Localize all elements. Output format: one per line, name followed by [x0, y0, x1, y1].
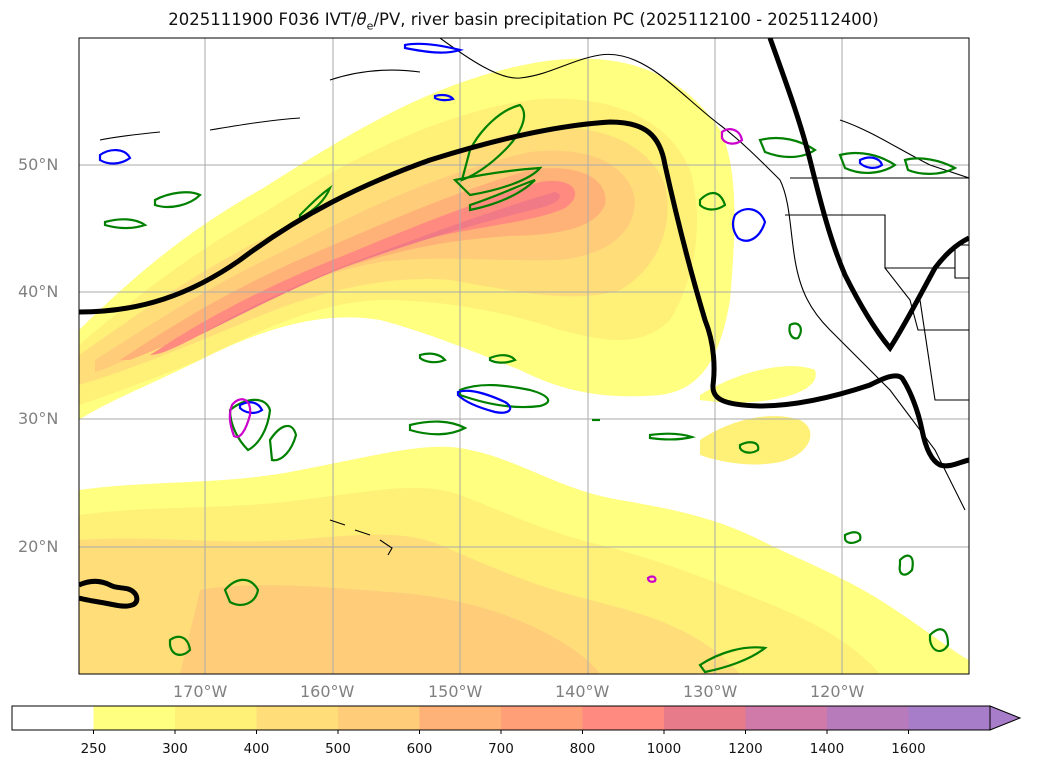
lon-label-140w: 140°W: [555, 682, 610, 701]
lon-label-150w: 150°W: [428, 682, 483, 701]
colorbar-swatch: [664, 706, 746, 730]
colorbar-extend-arrow: [989, 705, 1022, 731]
lat-label-30n: 30°N: [18, 409, 59, 428]
magenta-contours: [228, 128, 744, 583]
theta-e-contours: [103, 103, 958, 674]
colorbar-swatch: [256, 706, 339, 730]
blue-contours: [98, 42, 884, 414]
colorbar-swatch: [501, 706, 583, 730]
colorbar-swatch: [93, 706, 176, 730]
colorbar-tick-label: 1400: [809, 741, 845, 757]
graticule: [79, 38, 969, 674]
colorbar-tick-label: 600: [406, 741, 433, 757]
lon-label-160w: 160°W: [300, 682, 355, 701]
map-title: 2025111900 F036 IVT/θe/PV, river basin p…: [168, 10, 879, 33]
map-frame: [78, 37, 970, 675]
lon-label-170w: 170°W: [173, 682, 228, 701]
pv-contours: [79, 38, 969, 609]
colorbar-swatch: [582, 706, 665, 730]
lat-label-20n: 20°N: [18, 537, 59, 556]
ivt-east-blob: [700, 416, 811, 465]
colorbar-swatch: [419, 706, 502, 730]
colorbar-tick-label: 700: [488, 741, 514, 757]
ivt-plume-1000: [200, 192, 560, 335]
colorbar-tick-label: 1600: [891, 741, 926, 757]
coastlines: [99, 38, 969, 556]
colorbar-tick-label: 500: [325, 741, 351, 757]
lat-label-50n: 50°N: [18, 155, 59, 174]
ivt-east-band: [700, 366, 816, 403]
lat-label-40n: 40°N: [18, 282, 59, 301]
ivt-south-500: [180, 585, 600, 674]
colorbar-swatch: [745, 706, 828, 730]
colorbar-tick-label: 1200: [728, 741, 763, 757]
colorbar-tick-label: 250: [80, 741, 107, 757]
colorbar-swatch: [12, 706, 94, 730]
colorbar-tick-label: 800: [569, 741, 596, 757]
colorbar-swatch: [908, 706, 991, 730]
lon-label-120w: 120°W: [810, 682, 865, 701]
colorbar-tick-label: 300: [162, 741, 188, 757]
colorbar: [11, 705, 1022, 734]
colorbar-tick-label: 1000: [646, 741, 682, 757]
colorbar-swatch: [175, 706, 257, 730]
colorbar-tick-label: 400: [243, 741, 270, 757]
colorbar-swatch: [827, 706, 909, 730]
lon-label-130w: 130°W: [683, 682, 738, 701]
colorbar-swatch: [338, 706, 420, 730]
